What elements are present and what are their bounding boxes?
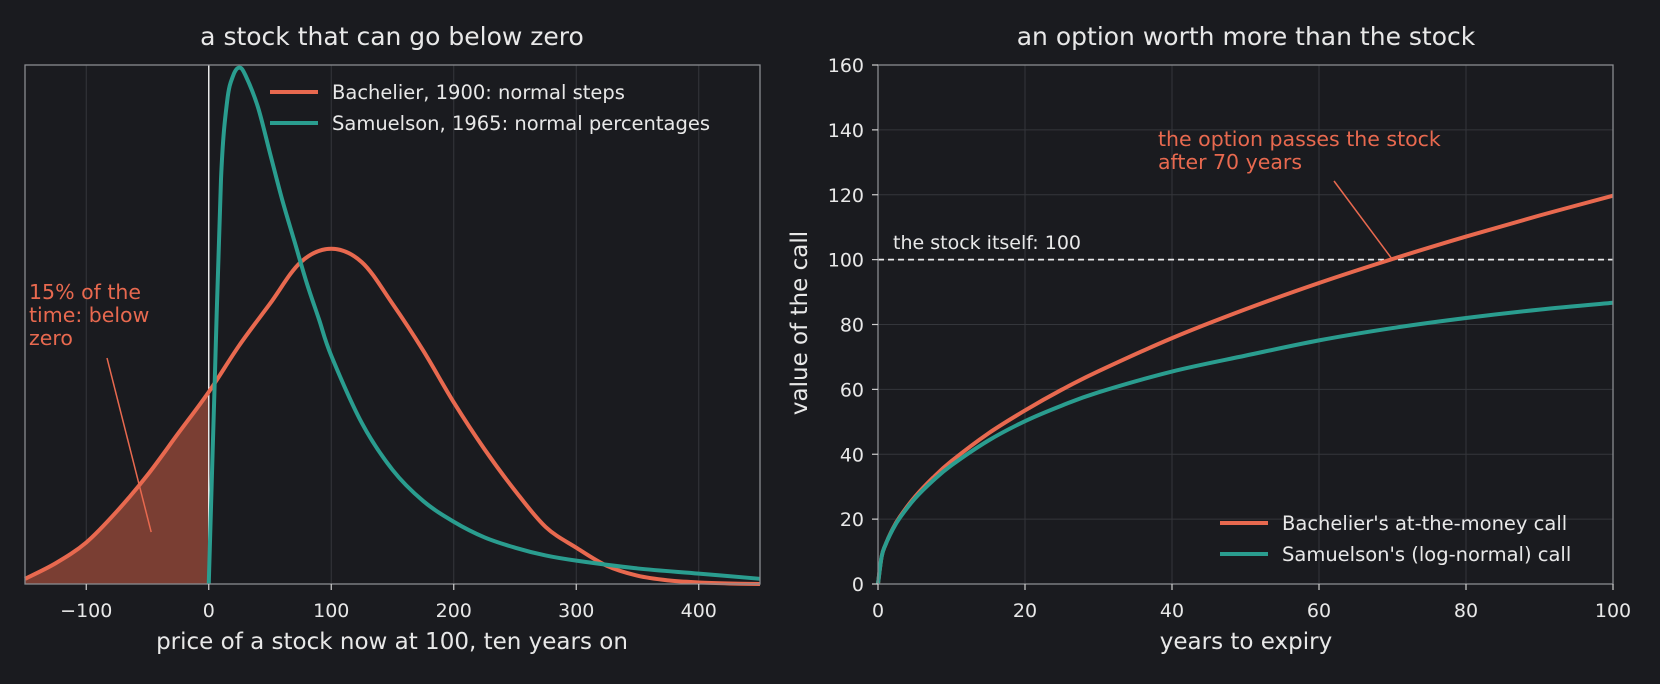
right-y-tick-label: 0 xyxy=(852,574,864,596)
right-y-tick-label: 120 xyxy=(828,185,864,207)
right-y-tick-label: 80 xyxy=(840,315,864,337)
right-y-axis-label: value of the call xyxy=(787,231,813,415)
right-axis-ticks: 0 20 40 60 80 100 0 20 40 60 80 100 120 140 160 xyxy=(828,55,1631,622)
crossover-annotation-line-2: after 70 years xyxy=(1158,150,1302,174)
reference-line-label: the stock itself: 100 xyxy=(893,232,1081,254)
annotation-pointer-line xyxy=(106,357,152,533)
legend-label-samuelson: Samuelson, 1965: normal percentages xyxy=(332,112,710,135)
right-y-tick-label: 100 xyxy=(828,250,864,272)
right-x-tick-label: 0 xyxy=(872,600,884,622)
left-chart-title: a stock that can go below zero xyxy=(200,22,584,51)
legend-label-bachelier-call: Bachelier's at-the-money call xyxy=(1282,512,1567,535)
right-x-tick-label: 80 xyxy=(1454,600,1478,622)
left-x-axis-label: price of a stock now at 100, ten years o… xyxy=(156,629,628,655)
right-x-tick-label: 40 xyxy=(1160,600,1184,622)
crossover-annotation: the option passes the stock after 70 yea… xyxy=(1158,127,1441,261)
right-y-tick-label: 160 xyxy=(828,55,864,77)
below-zero-annotation: 15% of the time: below zero xyxy=(29,280,152,533)
right-legend: Bachelier's at-the-money call Samuelson'… xyxy=(1220,512,1571,566)
right-x-tick-label: 20 xyxy=(1013,600,1037,622)
right-y-tick-label: 40 xyxy=(840,444,864,466)
right-chart-title: an option worth more than the stock xyxy=(1017,22,1476,51)
right-x-tick-label: 100 xyxy=(1595,600,1631,622)
left-panel: −100 0 100 200 300 400 a stock that can go be… xyxy=(24,22,761,655)
left-x-tick-label: 0 xyxy=(203,600,215,622)
right-x-tick-label: 60 xyxy=(1307,600,1331,622)
samuelson-density-line xyxy=(206,65,761,585)
left-plot-frame xyxy=(24,64,761,585)
right-y-tick-label: 20 xyxy=(840,509,864,531)
crossover-annotation-line-1: the option passes the stock xyxy=(1158,127,1441,151)
left-x-tick-label: 300 xyxy=(558,600,594,622)
left-x-tick-label: −100 xyxy=(60,600,112,622)
legend-label-bachelier: Bachelier, 1900: normal steps xyxy=(332,81,625,104)
left-x-ticks: −100 0 100 200 300 400 xyxy=(60,584,717,622)
annotation-line-3: zero xyxy=(29,326,73,350)
crossover-pointer-line xyxy=(1333,180,1394,261)
legend-label-samuelson-call: Samuelson's (log-normal) call xyxy=(1282,543,1571,566)
left-x-tick-label: 400 xyxy=(681,600,717,622)
left-x-tick-label: 200 xyxy=(436,600,472,622)
annotation-line-2: time: below xyxy=(29,303,149,327)
bachelier-density-line xyxy=(24,246,761,586)
right-y-tick-label: 60 xyxy=(840,379,864,401)
annotation-line-1: 15% of the xyxy=(29,280,141,304)
right-panel: 0 20 40 60 80 100 0 20 40 60 80 100 120 140 160 an opt… xyxy=(787,22,1631,655)
left-x-tick-label: 100 xyxy=(313,600,349,622)
right-y-tick-label: 140 xyxy=(828,120,864,142)
below-zero-shaded-area xyxy=(25,391,209,584)
left-legend: Bachelier, 1900: normal steps Samuelson,… xyxy=(270,81,710,135)
right-x-axis-label: years to expiry xyxy=(1160,629,1332,655)
samuelson-call-line xyxy=(876,300,1614,585)
